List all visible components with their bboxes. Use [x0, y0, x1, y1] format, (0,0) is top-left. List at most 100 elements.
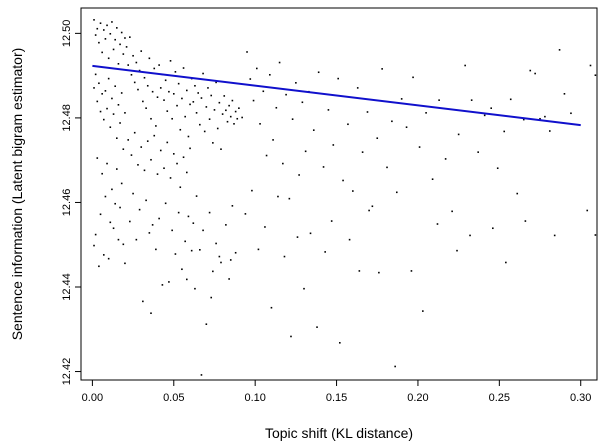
- data-point: [117, 63, 120, 65]
- x-tick-label: 0.00: [82, 392, 103, 404]
- data-point: [223, 95, 226, 97]
- data-point: [130, 154, 133, 156]
- data-point: [192, 222, 195, 224]
- data-point: [348, 238, 351, 241]
- data-point: [169, 60, 172, 62]
- data-point: [202, 229, 204, 232]
- data-point: [391, 120, 393, 123]
- data-point: [229, 115, 232, 118]
- data-point: [234, 251, 237, 254]
- data-point: [190, 249, 193, 252]
- data-point: [249, 78, 252, 80]
- data-point: [457, 133, 460, 136]
- data-point: [444, 158, 447, 160]
- data-point: [282, 162, 284, 165]
- data-point: [138, 69, 141, 72]
- data-point: [98, 265, 100, 268]
- data-point: [133, 131, 136, 134]
- data-point: [106, 162, 108, 165]
- data-point: [376, 137, 379, 139]
- data-point: [127, 64, 130, 66]
- plot-frame: [80, 7, 598, 381]
- data-point: [132, 54, 134, 57]
- data-point: [358, 270, 361, 272]
- data-point: [137, 164, 139, 166]
- data-point: [109, 126, 112, 129]
- y-axis-title: Sentence information (Latent bigram esti…: [9, 48, 25, 341]
- data-point: [120, 182, 123, 185]
- data-point: [112, 48, 115, 51]
- data-point: [503, 130, 506, 133]
- data-point: [216, 127, 219, 130]
- data-point: [225, 109, 227, 112]
- data-point: [189, 103, 191, 106]
- x-tick-label: 0.05: [163, 392, 184, 404]
- data-point: [259, 123, 261, 125]
- data-point: [184, 115, 186, 118]
- data-point: [171, 117, 173, 120]
- data-point: [327, 109, 330, 111]
- data-point: [101, 93, 103, 95]
- data-point: [563, 93, 566, 95]
- data-point: [425, 112, 427, 114]
- data-point: [168, 90, 170, 93]
- data-point: [151, 90, 154, 93]
- x-tick-label: 0.15: [326, 392, 347, 404]
- data-point: [111, 188, 113, 191]
- data-point: [117, 238, 120, 241]
- data-point: [119, 206, 121, 209]
- data-point: [186, 278, 188, 281]
- data-point: [135, 61, 138, 64]
- data-point: [534, 72, 536, 75]
- data-point: [148, 57, 151, 60]
- data-point: [272, 139, 274, 141]
- data-point: [220, 148, 222, 150]
- data-point: [138, 208, 141, 211]
- data-point: [119, 43, 121, 46]
- data-point: [102, 254, 105, 256]
- data-point: [270, 306, 273, 309]
- data-point: [153, 67, 156, 70]
- x-axis-title: Topic shift (KL distance): [265, 425, 413, 441]
- data-point: [127, 139, 130, 141]
- data-point: [234, 110, 237, 113]
- data-point: [347, 123, 349, 126]
- data-point: [570, 112, 572, 115]
- data-point: [194, 84, 196, 87]
- data-point: [205, 106, 208, 108]
- data-point: [111, 97, 113, 100]
- data-point: [114, 85, 116, 88]
- data-point: [195, 112, 198, 114]
- data-point: [94, 34, 97, 36]
- data-point: [361, 151, 364, 153]
- data-point: [199, 123, 201, 126]
- data-point: [233, 123, 235, 125]
- data-point: [122, 53, 125, 55]
- data-point: [93, 19, 95, 21]
- data-point: [312, 129, 315, 131]
- x-tick-label: 0.10: [244, 392, 265, 404]
- data-point: [288, 197, 291, 200]
- data-point: [218, 101, 221, 104]
- data-point: [553, 234, 556, 237]
- data-point: [539, 117, 541, 120]
- data-point: [295, 82, 297, 84]
- data-point: [298, 174, 300, 176]
- data-point: [133, 81, 136, 84]
- data-point: [199, 249, 201, 251]
- data-point: [106, 24, 108, 27]
- data-point: [93, 244, 95, 247]
- data-point: [99, 213, 102, 216]
- data-point: [464, 64, 466, 67]
- data-point: [129, 220, 131, 223]
- data-point: [111, 21, 113, 23]
- data-point: [431, 178, 434, 181]
- data-point: [381, 68, 383, 70]
- data-point: [176, 162, 178, 165]
- data-point: [189, 147, 191, 150]
- data-point: [140, 146, 143, 148]
- data-point: [107, 57, 110, 60]
- data-point: [124, 37, 126, 39]
- data-point: [218, 255, 221, 258]
